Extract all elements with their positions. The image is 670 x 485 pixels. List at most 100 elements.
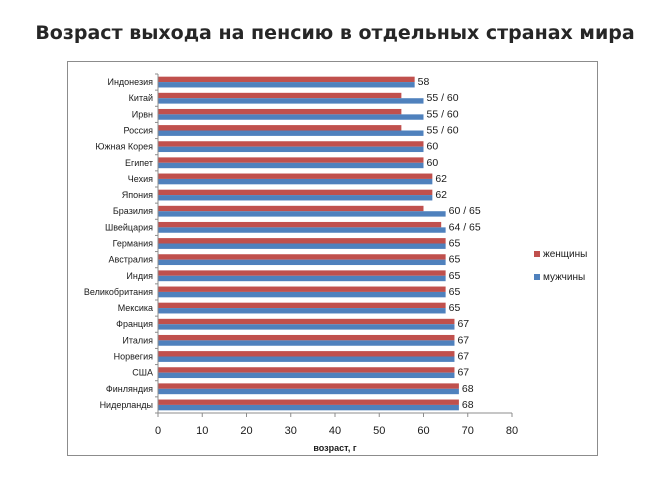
- x-tick-label: 20: [240, 425, 252, 437]
- bar-female: [158, 125, 402, 131]
- category-label: Ирвн: [132, 109, 153, 119]
- category-label: Италия: [122, 335, 153, 345]
- category-label: Индонезия: [107, 77, 153, 87]
- data-label: 62: [435, 173, 447, 185]
- x-tick-label: 50: [373, 425, 385, 437]
- bar-male: [158, 162, 424, 169]
- data-label: 65: [449, 254, 461, 266]
- bar-female: [158, 270, 446, 276]
- category-label: Япония: [122, 190, 153, 200]
- bar-female: [158, 351, 455, 357]
- bar-male: [158, 372, 455, 379]
- data-label: 65: [449, 286, 461, 298]
- data-label: 58: [418, 76, 430, 88]
- bar-male: [158, 388, 459, 395]
- bar-male: [158, 275, 446, 282]
- bar-female: [158, 157, 424, 163]
- bar-female: [158, 302, 446, 309]
- bar-male: [158, 82, 415, 88]
- legend-swatch: [534, 251, 540, 257]
- data-label: 67: [457, 318, 469, 330]
- data-label: 60: [427, 141, 439, 153]
- x-tick-label: 10: [196, 425, 208, 437]
- bar-male: [158, 243, 446, 249]
- x-tick-label: 70: [462, 425, 474, 437]
- legend-swatch: [534, 274, 540, 280]
- category-label: Франция: [116, 319, 153, 329]
- data-label: 55 / 60: [427, 125, 459, 137]
- x-tick-label: 80: [506, 425, 518, 437]
- category-label: Нидерланды: [100, 400, 153, 410]
- legend-label: женщины: [543, 249, 587, 260]
- bar-male: [158, 227, 446, 233]
- category-label: Россия: [123, 126, 153, 136]
- bar-male: [158, 98, 424, 104]
- x-tick-label: 60: [417, 425, 429, 437]
- data-label: 65: [449, 238, 461, 250]
- category-label: Финляндия: [106, 384, 153, 394]
- bar-male: [158, 291, 446, 298]
- bar-male: [158, 356, 455, 362]
- axes-layer: [155, 73, 513, 417]
- bar-female: [158, 173, 433, 179]
- data-label: 60: [427, 157, 439, 169]
- bar-male: [158, 211, 446, 217]
- bars-layer: [158, 76, 459, 411]
- category-label: Египет: [125, 158, 153, 168]
- category-label: Швейцария: [105, 222, 153, 232]
- bar-female: [158, 108, 402, 115]
- data-label: 55 / 60: [427, 108, 459, 120]
- bar-female: [158, 205, 424, 212]
- labels-layer: Индонезия 58 Китай 55 / 60 Ирвн 55 / 60 Россия…: [84, 76, 518, 453]
- bar-female: [158, 141, 424, 147]
- bar-female: [158, 189, 433, 196]
- data-label: 67: [457, 367, 469, 379]
- bar-female: [158, 92, 402, 99]
- category-label: Чехия: [128, 174, 153, 184]
- data-label: 67: [457, 351, 469, 363]
- category-label: Индия: [126, 271, 153, 281]
- data-label: 64 / 65: [449, 221, 481, 233]
- bar-female: [158, 399, 459, 405]
- bar-male: [158, 195, 433, 201]
- category-label: Великобритания: [84, 287, 153, 297]
- x-tick-label: 0: [155, 425, 161, 437]
- bar-male: [158, 340, 455, 346]
- data-label: 60 / 65: [449, 205, 481, 217]
- legend-label: мужчины: [543, 272, 585, 283]
- category-label: Норвегия: [114, 352, 154, 362]
- bar-female: [158, 367, 455, 373]
- bar-male: [158, 404, 459, 411]
- bar-male: [158, 146, 424, 153]
- bar-female: [158, 254, 446, 260]
- legend: женщины мужчины: [534, 249, 587, 283]
- category-label: Бразилия: [113, 206, 153, 216]
- x-tick-label: 30: [285, 425, 297, 437]
- data-label: 68: [462, 399, 474, 411]
- category-label: Южная Корея: [95, 142, 153, 152]
- data-label: 65: [449, 302, 461, 314]
- category-label: Мексика: [118, 303, 153, 313]
- bar-male: [158, 114, 424, 120]
- category-label: Китай: [129, 93, 153, 103]
- bar-female: [158, 286, 446, 292]
- x-axis-label: возраст, г: [313, 443, 357, 453]
- bar-male: [158, 178, 433, 185]
- bar-male: [158, 308, 446, 314]
- data-label: 62: [435, 189, 447, 201]
- category-label: Австралия: [109, 255, 154, 265]
- data-label: 68: [462, 383, 474, 395]
- x-tick-label: 40: [329, 425, 341, 437]
- bar-female: [158, 318, 455, 325]
- bar-female: [158, 238, 446, 244]
- chart-title: Возраст выхода на пенсию в отдельных стр…: [35, 22, 635, 44]
- data-label: 55 / 60: [427, 92, 459, 104]
- bar-female: [158, 334, 455, 341]
- bar-female: [158, 383, 459, 389]
- data-label: 67: [457, 334, 469, 346]
- bar-female: [158, 76, 415, 83]
- category-label: США: [132, 368, 153, 378]
- category-label: Германия: [113, 239, 153, 249]
- bar-male: [158, 130, 424, 136]
